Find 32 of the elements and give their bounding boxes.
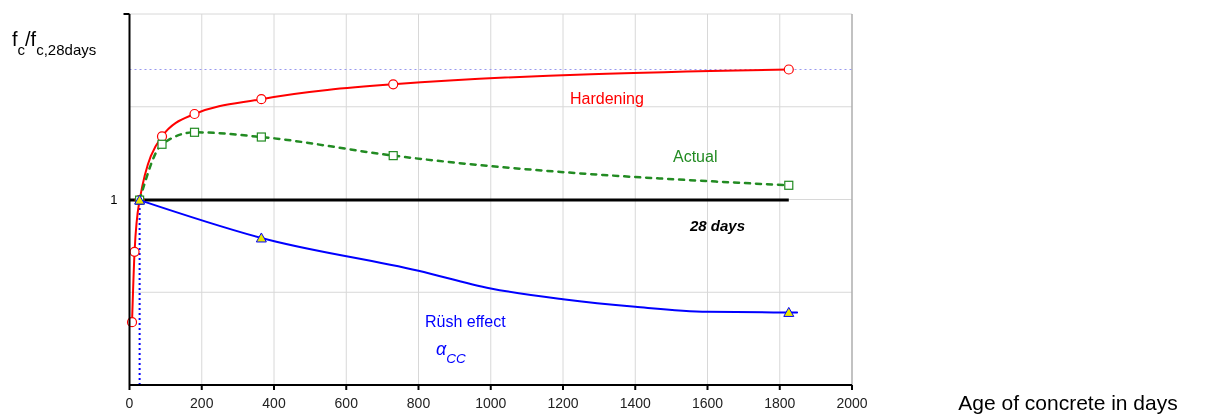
point [784, 180, 794, 190]
ref-line-label: 1 [110, 192, 118, 208]
x-tick-label: 2000 [836, 395, 868, 411]
x-tick-label: 1600 [691, 395, 724, 411]
point [388, 151, 398, 161]
point [189, 108, 200, 120]
x-tick-label: 0 [125, 395, 134, 411]
point [256, 94, 267, 105]
x-tick-label: 400 [262, 395, 286, 411]
series-label: Hardening [570, 90, 644, 107]
series-label: Rüsh effect [425, 313, 507, 330]
point [256, 132, 266, 142]
point [156, 131, 168, 142]
x-tick-label: 200 [190, 395, 214, 411]
point [783, 306, 795, 317]
point [388, 79, 399, 90]
point [189, 127, 200, 137]
series-label: Actual [673, 148, 718, 165]
point [157, 139, 167, 149]
y-axis-title: f$_{c}$/f$_{c,28days}$ [12, 28, 97, 58]
x-tick-label: 1000 [475, 395, 507, 411]
x-tick-label: 600 [334, 395, 359, 411]
x-tick-label: 1800 [764, 395, 796, 411]
x-tick-label: 1200 [547, 395, 579, 411]
point [255, 232, 267, 243]
x-tick-label: 1400 [619, 395, 652, 411]
x-axis-title: Age of concrete in days [958, 391, 1178, 414]
x-tick-label: 800 [406, 395, 431, 411]
annotation: α$_{CC}$ [436, 339, 467, 366]
annotation: 28 days [689, 217, 746, 234]
point [783, 64, 794, 75]
point [129, 246, 140, 257]
